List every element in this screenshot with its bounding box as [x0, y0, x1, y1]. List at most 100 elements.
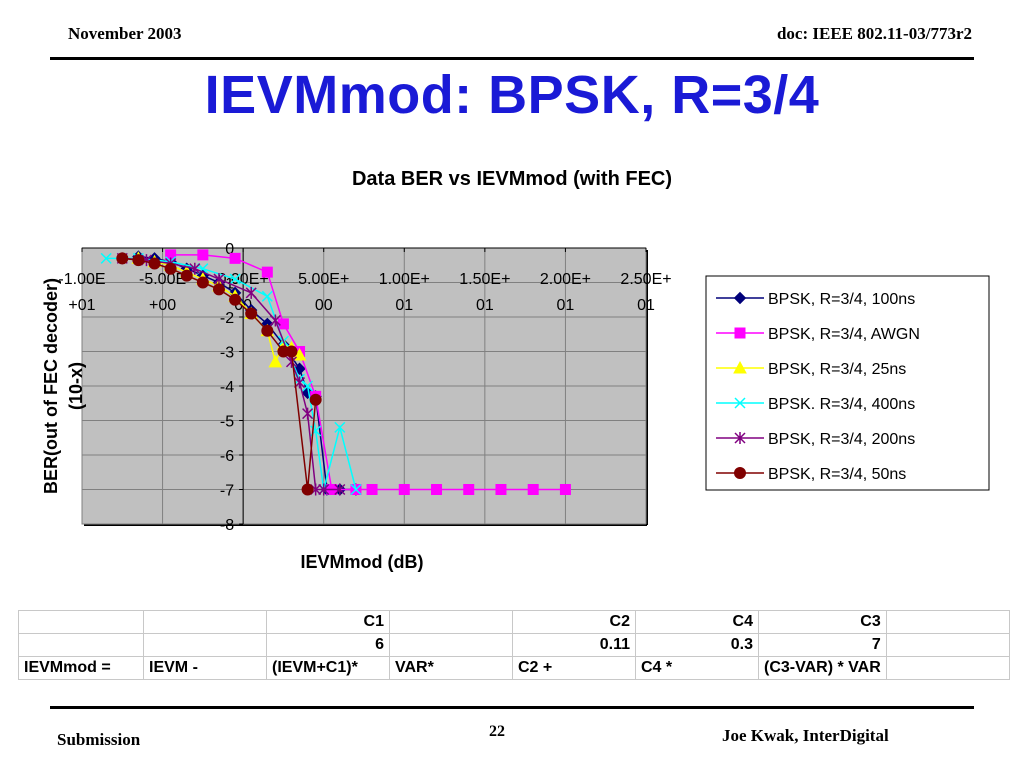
- legend-marker: [733, 291, 747, 305]
- series-line: [170, 254, 566, 491]
- x-tick-label: 01: [476, 297, 494, 314]
- data-point: [261, 290, 273, 302]
- x-tick-label: 00: [315, 297, 333, 314]
- table-cell: (IEVM+C1)*: [266, 656, 390, 680]
- table-cell: 0.3: [635, 633, 759, 657]
- table-cell: IEVM -: [143, 656, 267, 680]
- data-point: [302, 380, 314, 392]
- data-point: [398, 484, 410, 495]
- table-cell: 0.11: [512, 633, 636, 657]
- x-tick-label: 01: [637, 297, 655, 314]
- x-tick-label: 01: [557, 297, 575, 314]
- table-cell: [885, 633, 1010, 657]
- x-tick-label: -1.00E: [58, 271, 105, 288]
- data-point: [301, 483, 314, 496]
- table-cell: 6: [266, 633, 390, 657]
- data-point: [196, 276, 209, 289]
- data-point: [229, 273, 241, 285]
- data-point: [213, 273, 225, 286]
- data-point: [334, 421, 346, 433]
- data-point: [334, 483, 346, 496]
- data-point: [431, 484, 443, 495]
- legend-marker: [733, 360, 747, 374]
- header-rule: [50, 57, 974, 60]
- data-point: [309, 393, 322, 406]
- legend-marker: [734, 327, 746, 339]
- footer-rule: [50, 706, 974, 709]
- data-point: [229, 252, 241, 264]
- data-point: [212, 283, 225, 296]
- formula-table: C1 C2 C4 C3 6 0.11 0.3 7 IEVMmod = IEVM - (IEVM+C1…: [18, 610, 1010, 680]
- legend-label: BPSK, R=3/4, 100ns: [768, 291, 915, 308]
- data-point: [148, 257, 161, 270]
- legend-label: BPSK. R=3/4, 400ns: [768, 396, 915, 413]
- table-cell: C3: [758, 610, 887, 634]
- data-point: [269, 314, 281, 327]
- data-point: [229, 293, 242, 306]
- table-cell: C2: [512, 610, 636, 634]
- legend-marker: [734, 467, 746, 479]
- table-row: IEVMmod = IEVM - (IEVM+C1)* VAR* C2 + C4 * (C3…: [18, 656, 1010, 680]
- data-point: [261, 266, 273, 278]
- data-point: [463, 484, 475, 495]
- header-date: November 2003: [68, 24, 182, 43]
- y-axis-title: BER(out of FEC decoder): [41, 278, 61, 494]
- chart-title: Data BER vs IEVMmod (with FEC): [352, 168, 672, 190]
- x-tick-label: 1.50E+: [459, 271, 510, 288]
- data-point: [285, 345, 298, 358]
- data-point: [261, 324, 274, 337]
- y-tick-label: -8: [220, 517, 234, 534]
- table-cell: (C3-VAR) * VAR: [758, 656, 887, 680]
- x-tick-label: 2.00E+: [540, 271, 591, 288]
- footer-author: Joe Kwak, InterDigital: [722, 726, 889, 745]
- table-row: 6 0.11 0.3 7: [18, 633, 1010, 657]
- data-point: [180, 269, 193, 282]
- table-cell: C2 +: [512, 656, 636, 680]
- table-cell: [18, 633, 144, 657]
- data-point: [366, 484, 378, 495]
- data-point: [100, 252, 112, 264]
- y-tick-label: -5: [220, 414, 234, 431]
- slide-title: IEVMmod: BPSK, R=3/4: [204, 65, 820, 125]
- x-tick-label: +01: [68, 297, 95, 314]
- y-tick-label: -6: [220, 448, 234, 465]
- table-cell: [885, 610, 1010, 634]
- data-point: [197, 263, 209, 275]
- data-point: [245, 307, 258, 320]
- data-point: [245, 286, 257, 299]
- x-axis-title: IEVMmod (dB): [301, 552, 424, 572]
- y-tick-label: 0: [225, 241, 234, 258]
- table-cell: 7: [758, 633, 887, 657]
- x-tick-label: 2.50E+: [620, 271, 671, 288]
- table-cell: [389, 633, 513, 657]
- legend-label: BPSK, R=3/4, 50ns: [768, 466, 906, 483]
- table-cell: VAR*: [389, 656, 513, 680]
- table-cell: [143, 610, 267, 634]
- legend-label: BPSK, R=3/4, 200ns: [768, 431, 915, 448]
- legend-marker: [734, 397, 746, 409]
- table-cell: [885, 656, 1010, 680]
- x-tick-label: 5.00E+: [298, 271, 349, 288]
- table-cell: C4 *: [635, 656, 759, 680]
- y-tick-label: -4: [220, 379, 234, 396]
- x-tick-label: 1.00E+: [379, 271, 430, 288]
- x-tick-label: 0.00E+: [218, 271, 269, 288]
- table-cell: C1: [266, 610, 390, 634]
- data-point: [318, 483, 330, 496]
- x-tick-label: +00: [149, 297, 176, 314]
- chart: Data BER vs IEVMmod (with FEC)0-1-2-3-4-…: [41, 168, 990, 572]
- header-doc-id: doc: IEEE 802.11-03/773r2: [776, 24, 972, 43]
- data-point: [277, 318, 289, 330]
- legend-marker: [734, 432, 746, 444]
- data-point: [268, 354, 283, 368]
- table-cell: IEVMmod =: [18, 656, 144, 680]
- legend-label: BPSK, R=3/4, 25ns: [768, 361, 906, 378]
- data-point: [302, 407, 314, 420]
- data-point: [527, 484, 539, 495]
- y-tick-label: -3: [220, 345, 234, 362]
- table-cell: C4: [635, 610, 759, 634]
- x-tick-label: 01: [395, 297, 413, 314]
- data-point: [350, 483, 362, 496]
- data-point: [495, 484, 507, 495]
- data-point: [559, 484, 571, 495]
